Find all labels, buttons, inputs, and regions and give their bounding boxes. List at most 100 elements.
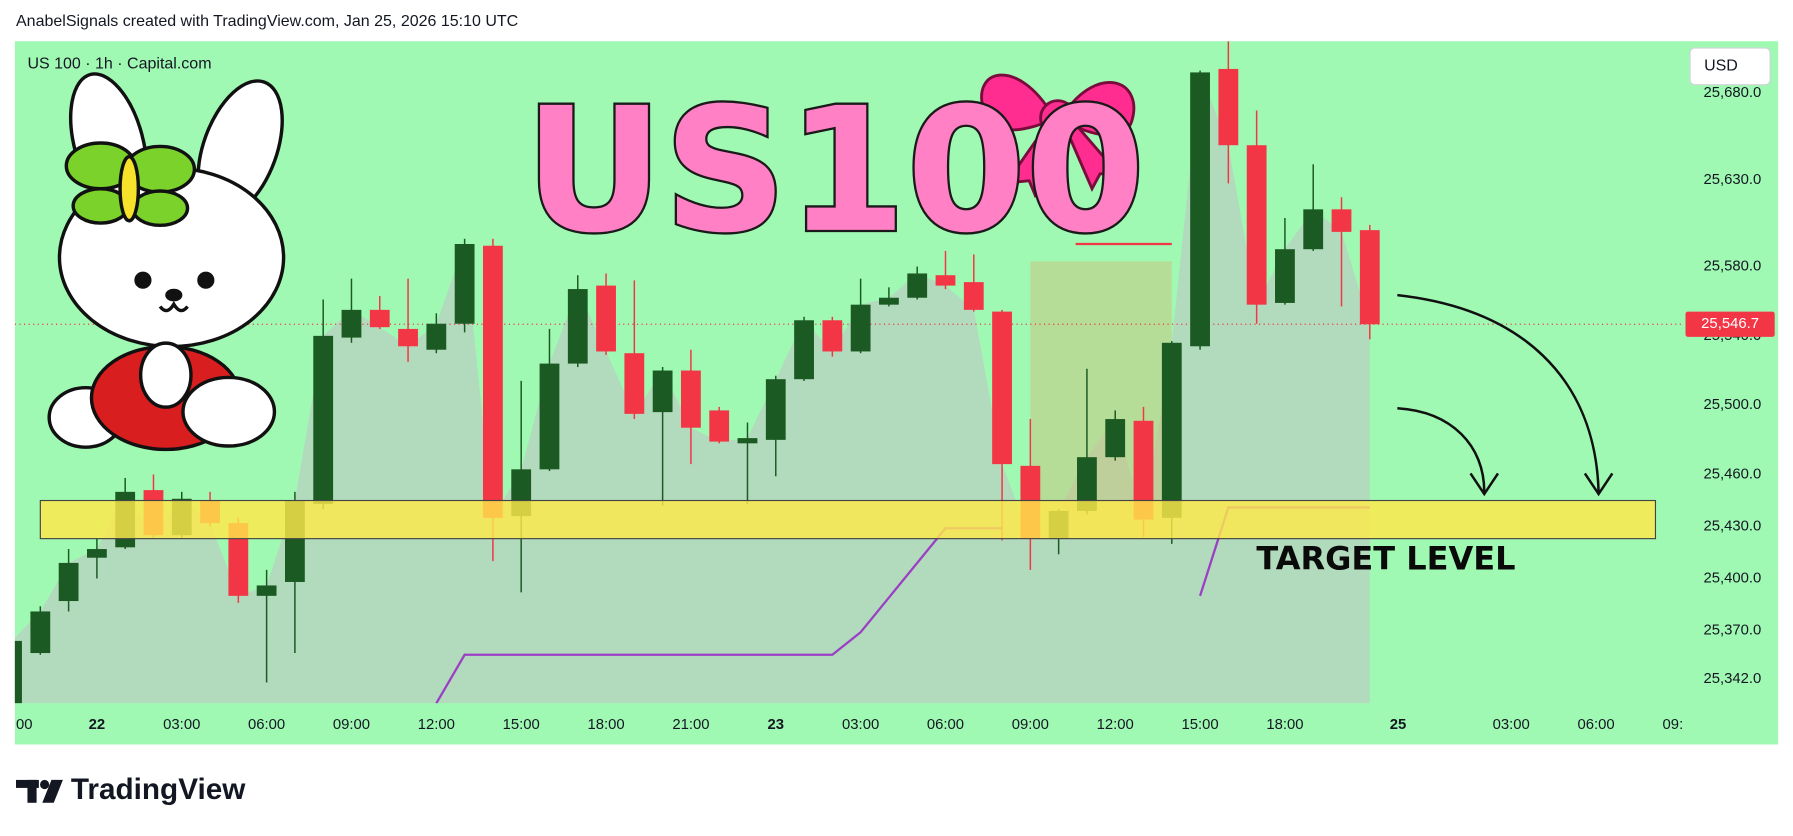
y-tick-label: 25,430.0 bbox=[1703, 518, 1761, 534]
x-tick-label: 06:00 bbox=[248, 717, 285, 733]
logo-mark bbox=[40, 779, 50, 790]
bunny-nose bbox=[165, 288, 183, 302]
candle-body bbox=[14, 640, 22, 704]
arrow bbox=[1397, 293, 1600, 492]
bunny-hand bbox=[138, 341, 193, 409]
candle-body bbox=[1190, 72, 1210, 347]
logo-text: TradingView bbox=[71, 773, 246, 806]
y-tick-label: 25,400.0 bbox=[1703, 570, 1761, 586]
candle-body bbox=[454, 244, 475, 324]
candle-body bbox=[1161, 342, 1182, 518]
bunny-mouth bbox=[158, 300, 189, 313]
overlay-title: US100 bbox=[524, 72, 1145, 271]
y-tick-label: 25,370.0 bbox=[1703, 622, 1761, 638]
arrows bbox=[1397, 293, 1614, 497]
logo-mark bbox=[27, 779, 37, 803]
header-text: AnabelSignals created with TradingView.c… bbox=[16, 13, 518, 30]
candle-body bbox=[313, 335, 334, 504]
bow-loop bbox=[980, 73, 1054, 132]
y-tick-label: 25,680.0 bbox=[1703, 85, 1761, 101]
candle-body bbox=[652, 370, 673, 413]
candle-body bbox=[30, 611, 51, 654]
bunny-arm bbox=[181, 375, 277, 448]
candle-body bbox=[1275, 249, 1295, 303]
candle-body bbox=[624, 353, 645, 414]
x-tick-label: 12:00 bbox=[418, 717, 455, 733]
candle-body bbox=[228, 523, 249, 596]
candle-body bbox=[58, 562, 79, 602]
x-tick-label: 06:00 bbox=[927, 717, 964, 733]
currency-button[interactable] bbox=[1689, 47, 1771, 86]
x-tick-label: 21:00 bbox=[672, 717, 709, 733]
bow-sticker bbox=[980, 73, 1136, 199]
currency-label[interactable]: USD bbox=[1704, 58, 1738, 75]
candle-body bbox=[1077, 457, 1097, 511]
price-label-box bbox=[1685, 311, 1775, 337]
x-tick-label: 25 bbox=[1390, 717, 1407, 733]
arrow-head bbox=[1583, 472, 1614, 497]
x-tick-label: 15:00 bbox=[503, 717, 540, 733]
candle-body bbox=[963, 282, 984, 310]
y-tick-label: 25,580.0 bbox=[1703, 258, 1761, 274]
x-tick-label: 06:00 bbox=[1577, 717, 1614, 733]
arrow-head bbox=[1469, 472, 1500, 497]
candle-body bbox=[1105, 419, 1126, 458]
arrow bbox=[1397, 407, 1486, 492]
x-tick-label: 22 bbox=[89, 717, 106, 733]
candle-body bbox=[709, 410, 730, 442]
candle-body bbox=[1359, 230, 1380, 325]
x-tick-label: 12:00 bbox=[1097, 717, 1134, 733]
x-tick-label: 09:00 bbox=[1012, 717, 1049, 733]
candle-body bbox=[1133, 420, 1154, 520]
bow-knot bbox=[1039, 99, 1077, 137]
footer-logo: TradingView bbox=[16, 773, 246, 806]
candle-body bbox=[341, 309, 362, 338]
candle-body bbox=[907, 273, 928, 298]
candle-body bbox=[567, 289, 588, 364]
candle-body bbox=[1246, 145, 1267, 305]
candle-body bbox=[822, 320, 843, 352]
candle-body bbox=[765, 379, 786, 440]
x-tick-label: 00 bbox=[16, 717, 33, 733]
y-tick-label: 25,460.0 bbox=[1703, 466, 1761, 482]
candle-body bbox=[681, 370, 701, 428]
x-tick-label: 03:00 bbox=[842, 717, 879, 733]
bunny-eye bbox=[134, 271, 152, 289]
candle-body bbox=[850, 304, 871, 352]
y-tick-label: 25,342.0 bbox=[1703, 671, 1761, 687]
candle-body bbox=[1331, 209, 1352, 232]
y-tick-label: 25,500.0 bbox=[1703, 397, 1761, 413]
x-tick-label: 18:00 bbox=[1266, 717, 1303, 733]
x-tick-label: 03:00 bbox=[163, 717, 200, 733]
candle-body bbox=[1218, 68, 1239, 146]
logo-mark bbox=[42, 779, 63, 803]
candle-body bbox=[935, 275, 956, 286]
bow-loop bbox=[1062, 81, 1136, 137]
candle-body bbox=[992, 311, 1012, 465]
x-tick-label: 18:00 bbox=[587, 717, 624, 733]
axes: 25,342.0 25,370.0 25,400.0 25,430.0 25,460.0… bbox=[16, 85, 1775, 733]
target-zone bbox=[39, 499, 1657, 540]
x-tick-label: 09:00 bbox=[333, 717, 370, 733]
price-label: 25,546.7 bbox=[1701, 316, 1759, 332]
x-tick-label: 03:00 bbox=[1493, 717, 1530, 733]
x-tick-label: 09: bbox=[1663, 717, 1684, 733]
bunny-eye bbox=[197, 271, 215, 289]
candle-body bbox=[794, 320, 814, 380]
butterfly-body bbox=[118, 154, 141, 223]
candle-body bbox=[86, 549, 107, 558]
butterfly-wing bbox=[130, 189, 190, 228]
candle-body bbox=[398, 328, 418, 347]
x-tick-label: 23 bbox=[768, 717, 785, 733]
candle-body bbox=[483, 245, 503, 518]
candle-body bbox=[369, 309, 390, 328]
candle-body bbox=[596, 285, 616, 352]
symbol-label: US 100 · 1h · Capital.com bbox=[27, 55, 211, 72]
candle-body bbox=[737, 438, 758, 444]
bunny-sticker bbox=[47, 72, 286, 452]
candle-body bbox=[879, 297, 899, 305]
annotation: TARGET LEVEL bbox=[1256, 539, 1515, 577]
candle-body bbox=[539, 363, 560, 470]
